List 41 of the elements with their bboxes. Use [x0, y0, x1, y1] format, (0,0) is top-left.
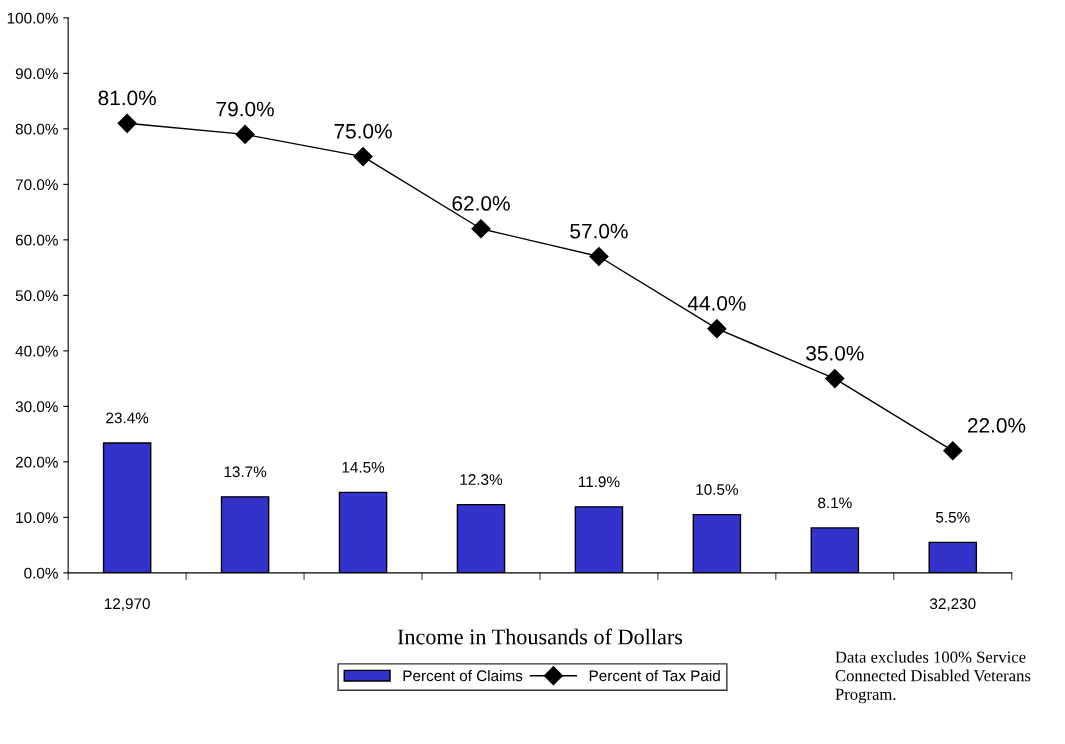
x-tick-label: 32,230	[930, 598, 976, 611]
legend-label: Percent of Tax Paid	[589, 669, 720, 682]
data-label: 62.0%	[452, 196, 510, 211]
y-tick-label: 10.0%	[16, 512, 58, 524]
point	[117, 113, 137, 133]
y-tick-label: 30.0%	[15, 401, 58, 413]
data-label: 79.0%	[216, 101, 274, 117]
point	[943, 441, 963, 461]
data-label: 8.1%	[818, 497, 852, 509]
data-label: 22.0%	[967, 418, 1026, 433]
y-tick-label: 60.0%	[15, 234, 58, 246]
point	[471, 219, 491, 239]
legend-label: Percent of Claims	[403, 669, 523, 682]
data-label: 75.0%	[334, 123, 392, 139]
x-axis-title: Income in Thousands of Dollars	[397, 628, 683, 645]
point	[707, 319, 727, 339]
data-label: 14.5%	[342, 461, 385, 473]
point	[353, 147, 373, 167]
y-tick-label: 40.0%	[15, 345, 58, 357]
y-tick-label: 90.0%	[15, 68, 58, 80]
y-tick-label: 50.0%	[15, 290, 58, 302]
text: Data excludes 100% Service Connected Disabled Veterans Program.	[835, 651, 1031, 704]
point	[825, 369, 845, 389]
y-tick-label: 20.0%	[15, 456, 58, 468]
y-tick-label: 70.0%	[15, 179, 58, 191]
x-tick-label: 12,970	[104, 598, 150, 611]
data-label: 23.4%	[106, 412, 149, 424]
data-label: 5.5%	[935, 511, 970, 523]
point	[235, 124, 255, 144]
data-label: 13.7%	[224, 466, 267, 478]
y-tick-label: 0.0%	[24, 567, 58, 579]
data-label: 11.9%	[579, 476, 620, 488]
data-label: 57.0%	[570, 223, 628, 239]
y-tick-label: 100.0%	[7, 12, 58, 24]
data-label: 12.3%	[460, 474, 503, 485]
data-label: 35.0%	[806, 345, 864, 361]
data-label: 44.0%	[687, 295, 746, 311]
data-label: 10.5%	[696, 484, 738, 495]
point	[589, 246, 609, 267]
data-label: 81.0%	[98, 90, 156, 106]
y-tick-label: 80.0%	[15, 123, 58, 135]
